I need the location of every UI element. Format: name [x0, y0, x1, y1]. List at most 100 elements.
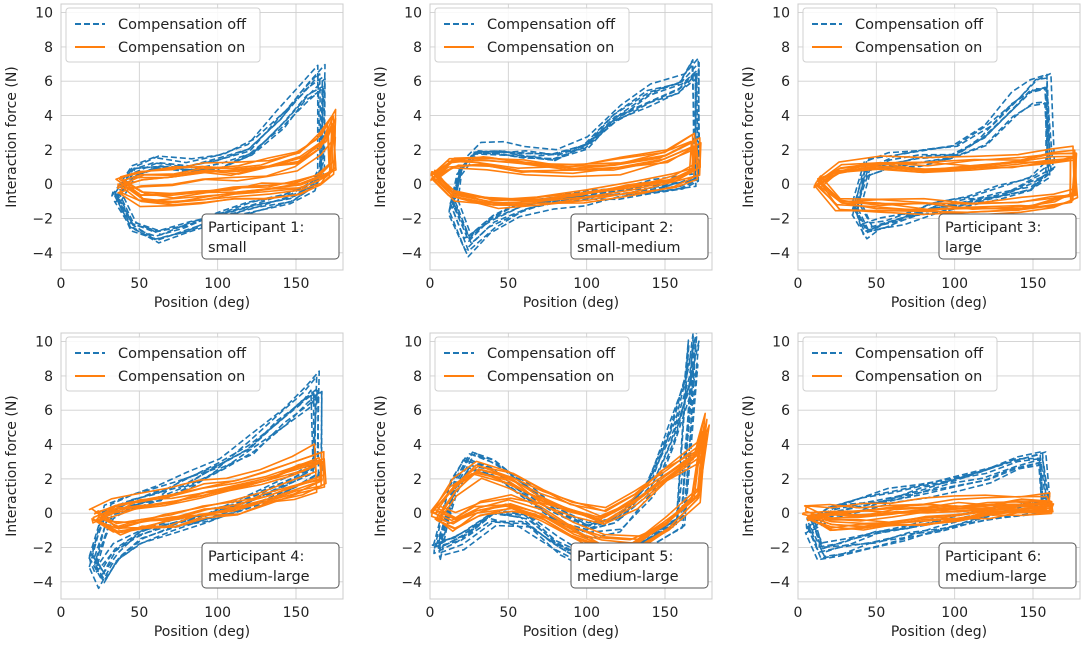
legend-label-comp-off: Compensation off — [487, 346, 616, 362]
y-tick-label: 8 — [44, 369, 53, 385]
series-comp-off-trace — [441, 338, 697, 559]
series-comp-off-trace — [448, 78, 697, 240]
legend-label-comp-on: Compensation on — [487, 369, 614, 385]
y-tick-label: 10 — [772, 335, 790, 351]
y-tick-label: −2 — [769, 212, 790, 228]
y-tick-label: 2 — [781, 143, 790, 159]
series-comp-off-trace — [853, 102, 1051, 230]
x-tick-label: 50 — [130, 276, 148, 292]
series-comp-on-trace — [436, 142, 702, 210]
y-tick-label: 4 — [44, 109, 53, 125]
legend-label-comp-on: Compensation on — [855, 369, 982, 385]
series-comp-on-trace — [117, 127, 333, 208]
legend: Compensation off Compensation on — [65, 7, 261, 63]
y-tick-label: 10 — [404, 335, 422, 351]
y-axis-label: Interaction force (N) — [373, 66, 389, 208]
annotation-box — [201, 542, 340, 589]
x-axis-label: Position (deg) — [523, 295, 619, 311]
x-tick-label: 150 — [283, 605, 310, 621]
y-axis-label: Interaction force (N) — [373, 395, 389, 537]
chart-panel-1: 0 50 100 150 −4 −2 0 2 4 6 8 10 Position (deg) Intera… — [4, 3, 344, 311]
y-tick-label: 6 — [44, 403, 53, 419]
x-tick-label: 50 — [867, 605, 885, 621]
series-comp-on-trace — [821, 155, 1079, 216]
y-tick-label: 8 — [44, 40, 53, 56]
legend-box — [65, 7, 261, 63]
y-tick-label: −2 — [32, 541, 53, 557]
participant-annotation: Participant 6: medium-large — [938, 542, 1077, 589]
series-comp-off-trace — [806, 453, 1044, 548]
series-comp-on-trace — [434, 148, 699, 207]
x-tick-label: 100 — [941, 605, 968, 621]
y-tick-label: −2 — [401, 541, 422, 557]
legend-box — [434, 7, 630, 63]
y-tick-label: 6 — [413, 403, 422, 419]
x-tick-label: 50 — [867, 276, 885, 292]
y-tick-label: 0 — [413, 177, 422, 193]
series-comp-on-trace — [806, 503, 1055, 528]
plot-area — [111, 63, 337, 244]
x-tick-label: 100 — [941, 276, 968, 292]
y-tick-label: 4 — [413, 438, 422, 454]
annotation-text: Participant 2: — [577, 220, 673, 236]
annotation-box — [938, 213, 1077, 260]
axes-frame — [60, 3, 344, 271]
series-comp-off-trace — [810, 457, 1051, 549]
y-tick-label: 0 — [44, 506, 53, 522]
legend-label-comp-on: Compensation on — [487, 40, 614, 56]
x-tick-label: 100 — [204, 605, 231, 621]
series-comp-off-trace — [860, 72, 1056, 232]
y-tick-label: 0 — [781, 177, 790, 193]
y-tick-label: 0 — [413, 506, 422, 522]
participant-annotation: Participant 4: medium-large — [201, 542, 340, 589]
plot-area — [430, 333, 710, 572]
x-tick-label: 150 — [652, 605, 679, 621]
y-tick-label: 6 — [44, 74, 53, 90]
participant-annotation: Participant 1: small — [201, 213, 340, 260]
y-tick-label: 8 — [781, 369, 790, 385]
legend: Compensation off Compensation on — [65, 336, 261, 392]
annotation-box — [938, 542, 1077, 589]
legend-label-comp-on: Compensation on — [118, 369, 245, 385]
x-axis-label: Position (deg) — [523, 624, 619, 640]
x-tick-label: 50 — [130, 605, 148, 621]
annotation-text: medium-large — [945, 569, 1047, 585]
legend: Compensation off Compensation on — [434, 7, 630, 63]
participant-annotation: Participant 2: small-medium — [570, 213, 709, 260]
y-tick-label: 4 — [413, 109, 422, 125]
legend-label-comp-off: Compensation off — [118, 17, 247, 33]
annotation-text: Participant 5: — [577, 549, 673, 565]
series-comp-on-trace — [123, 123, 337, 195]
y-tick-label: −4 — [401, 246, 422, 262]
y-tick-label: 6 — [781, 74, 790, 90]
series-comp-off-trace — [95, 370, 320, 575]
chart-panel-6: 0 50 100 150 −4 −2 0 2 4 6 8 10 Position (deg) Intera… — [741, 332, 1081, 640]
annotation-text: Participant 1: — [208, 220, 304, 236]
axes-frame — [797, 3, 1081, 271]
y-axis-label: Interaction force (N) — [741, 66, 757, 208]
participant-annotation: Participant 3: large — [938, 213, 1077, 260]
y-tick-label: 2 — [781, 472, 790, 488]
legend-label-comp-off: Compensation off — [118, 346, 247, 362]
plot-area — [88, 370, 327, 590]
legend-box — [802, 7, 998, 63]
y-tick-label: 2 — [44, 143, 53, 159]
x-tick-label: 0 — [794, 605, 803, 621]
y-tick-label: 10 — [35, 335, 53, 351]
x-tick-label: 0 — [57, 605, 66, 621]
y-tick-label: 10 — [35, 6, 53, 22]
series-comp-off-trace — [438, 364, 699, 565]
plot-area — [801, 450, 1055, 561]
series-comp-on-trace — [432, 412, 706, 547]
x-tick-label: 100 — [573, 605, 600, 621]
y-tick-label: −4 — [769, 246, 790, 262]
legend-box — [65, 336, 261, 392]
x-tick-label: 0 — [57, 276, 66, 292]
series-comp-on-trace — [435, 429, 707, 550]
y-tick-label: 0 — [781, 506, 790, 522]
y-tick-label: 2 — [413, 143, 422, 159]
annotation-text: medium-large — [577, 569, 679, 585]
y-tick-label: −2 — [401, 212, 422, 228]
chart-panel-4: 0 50 100 150 −4 −2 0 2 4 6 8 10 Position (deg) Intera… — [4, 332, 344, 640]
